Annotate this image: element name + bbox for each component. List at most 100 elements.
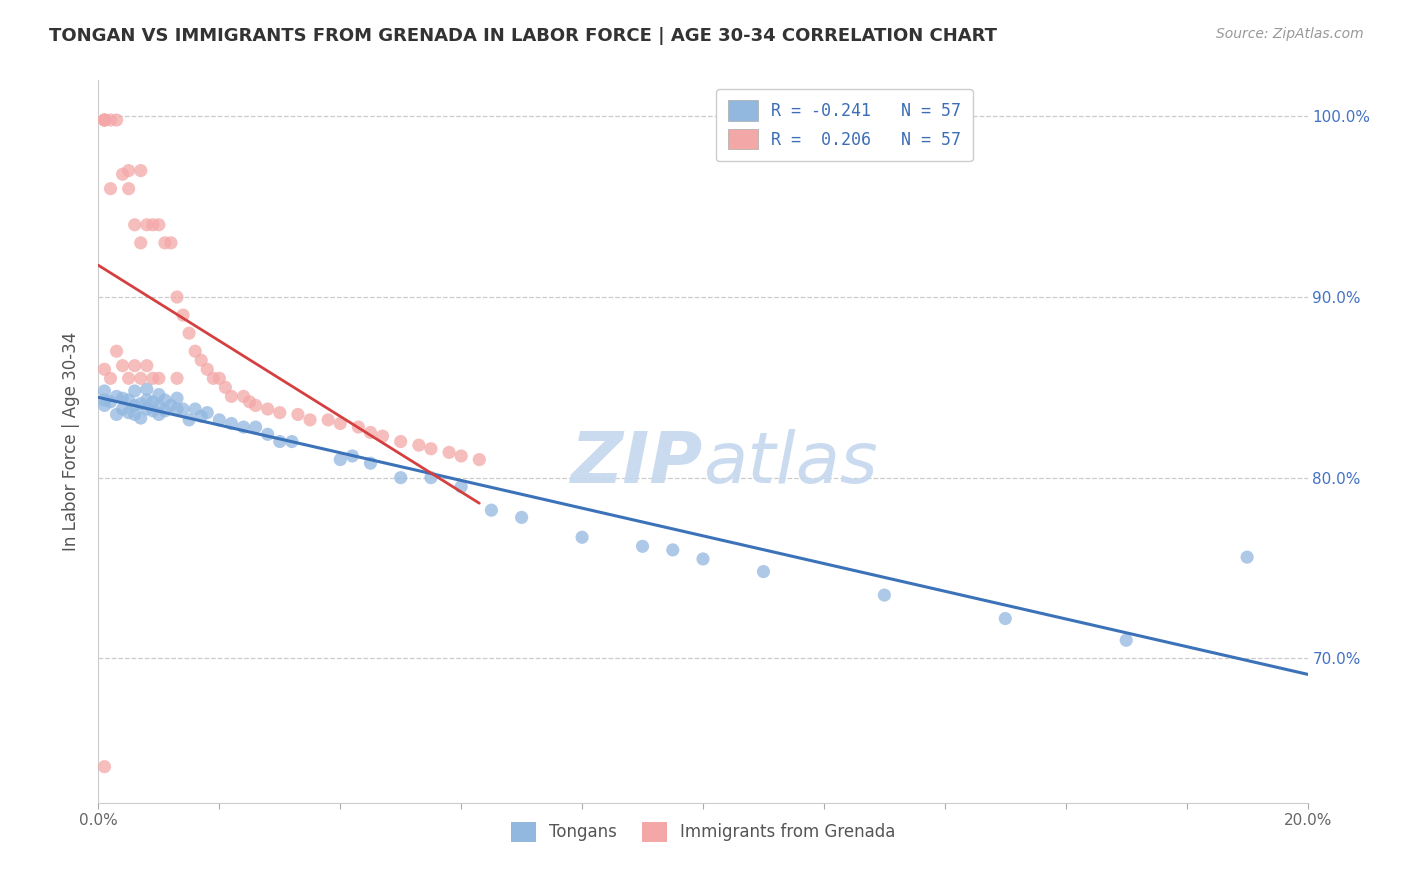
Point <box>100 394 122 409</box>
Point <box>111 359 134 373</box>
Point <box>481 503 503 517</box>
Point <box>160 235 183 250</box>
Point <box>100 113 122 128</box>
Point <box>124 384 146 398</box>
Point <box>752 565 775 579</box>
Point <box>232 389 254 403</box>
Point <box>450 480 472 494</box>
Point <box>118 182 141 196</box>
Point <box>135 402 157 417</box>
Point <box>371 429 394 443</box>
Point <box>316 413 339 427</box>
Point <box>111 167 134 181</box>
Point <box>214 380 236 394</box>
Point <box>135 359 157 373</box>
Point <box>93 113 115 128</box>
Point <box>148 408 170 422</box>
Point <box>299 413 322 427</box>
Point <box>148 371 170 385</box>
Point <box>160 398 183 412</box>
Point <box>631 539 654 553</box>
Point <box>124 398 146 412</box>
Point <box>111 391 134 405</box>
Point <box>100 371 122 385</box>
Text: TONGAN VS IMMIGRANTS FROM GRENADA IN LABOR FORCE | AGE 30-34 CORRELATION CHART: TONGAN VS IMMIGRANTS FROM GRENADA IN LAB… <box>49 27 997 45</box>
Point <box>179 326 201 341</box>
Point <box>408 438 430 452</box>
Point <box>179 413 201 427</box>
Point <box>142 218 165 232</box>
Point <box>93 398 115 412</box>
Point <box>172 402 194 417</box>
Point <box>166 371 188 385</box>
Point <box>190 353 212 368</box>
Point <box>148 398 170 412</box>
Point <box>190 409 212 424</box>
Point <box>142 394 165 409</box>
Point <box>129 411 152 425</box>
Point <box>100 182 122 196</box>
Point <box>93 362 115 376</box>
Point <box>142 371 165 385</box>
Point <box>124 359 146 373</box>
Point <box>420 442 443 456</box>
Point <box>118 371 141 385</box>
Point <box>239 394 262 409</box>
Point <box>184 402 207 417</box>
Point <box>437 445 460 459</box>
Point <box>153 392 176 407</box>
Point <box>347 420 370 434</box>
Point <box>184 344 207 359</box>
Point <box>118 392 141 407</box>
Point <box>105 113 128 128</box>
Point <box>93 113 115 128</box>
Point <box>129 235 152 250</box>
Point <box>221 417 243 431</box>
Point <box>221 389 243 403</box>
Point <box>389 470 412 484</box>
Point <box>245 398 267 412</box>
Point <box>129 371 152 385</box>
Point <box>342 449 364 463</box>
Point <box>245 420 267 434</box>
Point <box>153 404 176 418</box>
Point <box>256 402 278 417</box>
Point <box>135 382 157 396</box>
Y-axis label: In Labor Force | Age 30-34: In Labor Force | Age 30-34 <box>62 332 80 551</box>
Point <box>166 290 188 304</box>
Point <box>389 434 412 449</box>
Point <box>208 371 231 385</box>
Point <box>329 452 352 467</box>
Point <box>105 408 128 422</box>
Point <box>287 408 309 422</box>
Point <box>105 389 128 403</box>
Point <box>195 406 218 420</box>
Point <box>1236 550 1258 565</box>
Point <box>148 218 170 232</box>
Point <box>153 235 176 250</box>
Point <box>172 308 194 322</box>
Point <box>661 542 683 557</box>
Point <box>93 392 115 407</box>
Point <box>135 392 157 407</box>
Point <box>111 402 134 417</box>
Point <box>450 449 472 463</box>
Point <box>232 420 254 434</box>
Point <box>166 402 188 417</box>
Text: atlas: atlas <box>703 429 877 498</box>
Point <box>281 434 304 449</box>
Point <box>124 408 146 422</box>
Point <box>93 384 115 398</box>
Point <box>124 218 146 232</box>
Point <box>360 425 382 440</box>
Point <box>93 113 115 128</box>
Point <box>510 510 533 524</box>
Point <box>420 470 443 484</box>
Point <box>873 588 896 602</box>
Point <box>129 163 152 178</box>
Point <box>994 611 1017 625</box>
Point <box>166 391 188 405</box>
Point <box>692 552 714 566</box>
Point <box>256 427 278 442</box>
Point <box>148 387 170 401</box>
